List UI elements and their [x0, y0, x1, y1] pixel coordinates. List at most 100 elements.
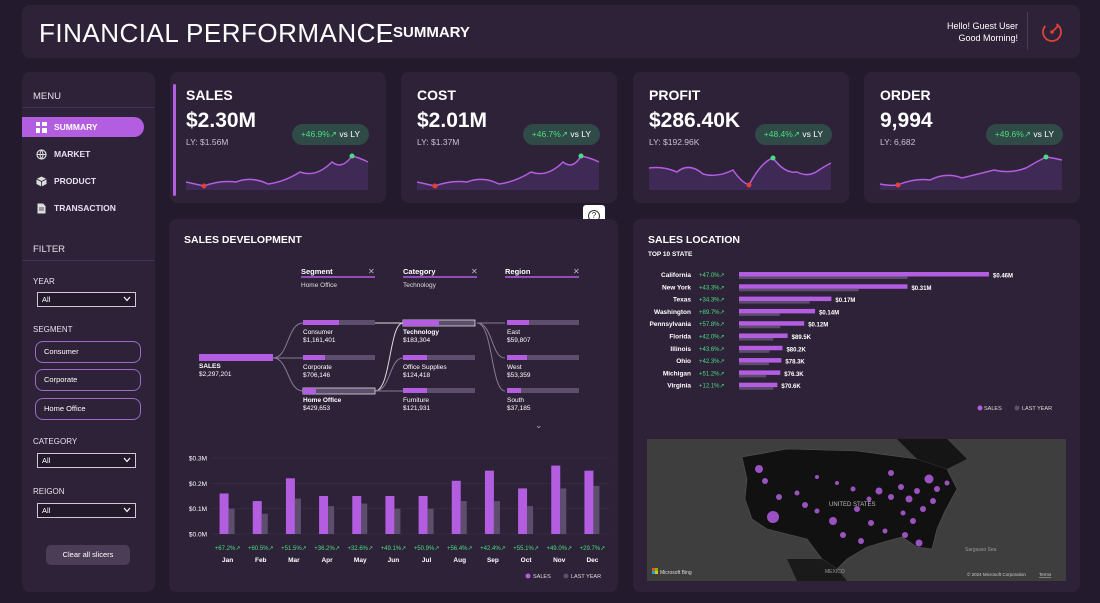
bar-last-year[interactable] [739, 362, 769, 366]
menu-label: TRANSACTION [54, 203, 116, 213]
greeting-line2: Good Morning! [958, 33, 1018, 43]
state-change-label: +42.0%↗ [699, 335, 725, 341]
bar-last-year[interactable] [739, 387, 774, 390]
bar-sales[interactable] [285, 478, 295, 534]
kpi-value: $286.40K [649, 109, 741, 132]
bar-sales[interactable] [739, 308, 816, 314]
bar-last-year[interactable] [739, 338, 774, 341]
tree-node-technology[interactable]: Technology $183,304 [402, 319, 476, 344]
bar-sales[interactable] [219, 493, 229, 534]
close-icon[interactable]: ✕ [573, 267, 580, 276]
bar-last-year[interactable] [427, 508, 434, 534]
bar-sales[interactable] [385, 496, 395, 534]
year-dropdown[interactable]: All [37, 292, 136, 307]
category-dropdown[interactable]: All [37, 453, 136, 468]
bar-last-year[interactable] [328, 506, 335, 534]
kpi-card-order[interactable]: ORDER 9,994 LY: 6,682 +49.6%↗ vs LY [864, 72, 1080, 203]
clear-slicers-button[interactable]: Clear all slicers [46, 545, 130, 565]
bar-sales[interactable] [252, 501, 262, 534]
power-gauge-icon[interactable] [1041, 21, 1063, 43]
tree-node-home-office[interactable]: Home Office $429,653 [302, 387, 376, 412]
menu-item-summary[interactable]: SUMMARY [22, 117, 144, 137]
bar-last-year[interactable] [527, 506, 534, 534]
bar-sales[interactable] [484, 470, 494, 534]
bar-sales[interactable] [739, 370, 781, 375]
bar-last-year[interactable] [294, 498, 301, 534]
tree-node-west[interactable]: West $53,359 [507, 355, 579, 379]
tree-root-label: SALES [199, 363, 221, 370]
bar-last-year[interactable] [361, 503, 368, 534]
map-terms-link[interactable]: Terms [1039, 572, 1052, 577]
close-icon[interactable]: ✕ [368, 267, 375, 276]
menu-item-market[interactable]: MARKET [22, 144, 144, 164]
expand-chevron-icon[interactable]: ⌄ [535, 420, 543, 430]
menu-item-transaction[interactable]: TRANSACTION [22, 198, 144, 218]
tree-node-corporate[interactable]: Corporate $706,146 [303, 355, 375, 379]
bar-sales[interactable] [518, 488, 528, 534]
menu-label: MARKET [54, 149, 91, 159]
kpi-change-badge: +48.4%↗ vs LY [754, 124, 832, 145]
segment-home-office[interactable]: Home Office [35, 398, 141, 420]
bar-last-year[interactable] [739, 276, 908, 280]
page-subtitle: SUMMARY [393, 24, 470, 41]
bar-sales[interactable] [739, 345, 783, 351]
kpi-value: 9,994 [880, 109, 933, 132]
bar-last-year[interactable] [593, 485, 600, 534]
bar-sales[interactable] [739, 358, 782, 363]
change-vs: vs LY [802, 129, 823, 139]
change-value: +48.4% [763, 129, 793, 139]
bar-sales[interactable] [739, 333, 788, 339]
tree-header-category-sub: Technology [403, 282, 437, 289]
kpi-card-cost[interactable]: COST $2.01M LY: $1.37M +46.7%↗ vs LY [401, 72, 617, 203]
bar-sales[interactable] [584, 470, 594, 534]
tree-node-consumer[interactable]: Consumer $1,161,401 [303, 320, 375, 344]
bar-last-year[interactable] [493, 501, 500, 534]
bar-last-year[interactable] [739, 350, 770, 353]
kpi-card-sales[interactable]: SALES $2.30M LY: $1.56M +46.9%↗ vs LY [170, 72, 386, 203]
state-change-label: +43.3%↗ [699, 285, 725, 291]
tree-node-east[interactable]: East $59,807 [507, 320, 579, 344]
month-change-label: +36.2%↗ [314, 546, 340, 552]
bar-last-year[interactable] [560, 488, 567, 534]
region-value: All [42, 506, 51, 515]
x-tick-label: Jun [388, 557, 400, 564]
state-value-label: $0.31M [911, 286, 931, 292]
bar-sales[interactable] [352, 496, 362, 534]
close-icon[interactable]: ✕ [471, 267, 478, 276]
bar-sales[interactable] [418, 496, 428, 534]
bar-last-year[interactable] [460, 501, 467, 534]
tree-node-furniture[interactable]: Furniture $121,931 [403, 388, 475, 412]
tree-node-south[interactable]: South $37,185 [507, 388, 579, 412]
bar-sales[interactable] [319, 496, 329, 534]
bar-sales[interactable] [551, 465, 561, 534]
bar-sales[interactable] [739, 382, 778, 388]
node-value: $429,653 [303, 405, 330, 412]
state-value-label: $0.12M [808, 323, 828, 329]
node-value: $59,807 [507, 337, 531, 344]
kpi-card-profit[interactable]: PROFIT $286.40K LY: $192.96K +48.4%↗ vs … [633, 72, 849, 203]
x-tick-label: Dec [586, 557, 598, 564]
bar-last-year[interactable] [739, 374, 767, 378]
trend-up-icon: ↗ [792, 129, 800, 139]
bar-last-year[interactable] [739, 313, 780, 316]
bar-last-year[interactable] [261, 513, 268, 534]
bar-last-year[interactable] [394, 508, 401, 534]
bar-last-year[interactable] [739, 301, 810, 304]
min-point [746, 182, 752, 188]
menu-item-product[interactable]: PRODUCT [22, 171, 144, 191]
bar-sales[interactable] [739, 272, 989, 277]
segment-consumer[interactable]: Consumer [35, 341, 141, 363]
bar-sales[interactable] [739, 321, 805, 326]
sidebar: MENU SUMMARY MARKET PRODUCT TRANSACTION … [22, 72, 155, 592]
tree-node-office-supplies[interactable]: Office Supplies $124,418 [403, 355, 475, 379]
bar-last-year[interactable] [739, 325, 781, 329]
bar-sales[interactable] [739, 296, 832, 302]
bar-last-year[interactable] [228, 508, 235, 534]
bar-sales[interactable] [451, 480, 461, 534]
sales-map[interactable]: UNITED STATES MEXICO Sargasso Sea Micros… [647, 439, 1066, 581]
region-dropdown[interactable]: All [37, 503, 136, 518]
max-point [349, 153, 355, 159]
bar-last-year[interactable] [739, 288, 859, 292]
bar-sales[interactable] [739, 284, 908, 289]
segment-corporate[interactable]: Corporate [35, 369, 141, 391]
